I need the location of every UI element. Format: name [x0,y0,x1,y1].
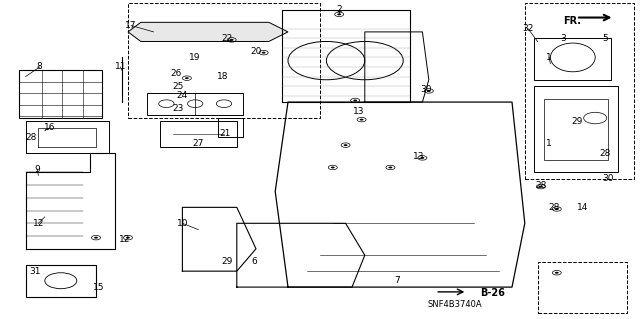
Bar [218,118,243,137]
Circle shape [353,100,357,101]
Text: 27: 27 [193,139,204,148]
Text: 19: 19 [189,53,201,62]
Circle shape [539,186,543,188]
Bar [128,3,320,118]
Circle shape [185,77,189,79]
Text: 18: 18 [217,72,228,81]
Text: 1: 1 [547,139,552,148]
Bar [147,93,243,115]
Bar [19,70,102,118]
Text: 23: 23 [172,104,184,113]
Circle shape [126,237,130,239]
Text: 7: 7 [394,276,399,285]
Text: 32: 32 [522,24,534,33]
Text: 16: 16 [44,123,56,132]
Text: 12: 12 [33,219,44,228]
Text: 24: 24 [177,91,188,100]
Circle shape [337,13,341,15]
Text: 17: 17 [125,21,137,30]
Circle shape [388,167,392,168]
Text: 30: 30 [420,85,431,94]
Bar [26,265,96,297]
Text: 25: 25 [172,82,184,91]
Text: B-26: B-26 [480,288,505,299]
Circle shape [555,208,559,210]
Text: 13: 13 [413,152,425,161]
Circle shape [262,52,266,54]
Text: 28: 28 [548,203,559,212]
Bar [534,38,611,80]
Circle shape [360,119,364,121]
Text: 28: 28 [25,133,36,142]
Circle shape [427,90,431,92]
Circle shape [344,144,348,146]
Text: 28: 28 [599,149,611,158]
Text: 9: 9 [35,165,40,174]
Text: 13: 13 [353,107,364,116]
Text: 20: 20 [250,47,262,56]
Text: 2: 2 [337,5,342,14]
Circle shape [331,167,335,168]
Circle shape [94,237,98,239]
Text: 3: 3 [561,34,566,43]
Text: 5: 5 [602,34,607,43]
Text: 29: 29 [572,117,583,126]
Bar [534,86,618,172]
Text: 12: 12 [119,235,131,244]
Text: 21: 21 [220,130,231,138]
Circle shape [420,157,424,159]
Text: 6: 6 [252,257,257,266]
Text: FR.: FR. [563,16,581,26]
Text: 26: 26 [170,69,182,78]
Text: 30: 30 [602,174,614,183]
Text: 29: 29 [221,257,233,266]
Text: 8: 8 [37,63,42,71]
Bar [538,262,627,313]
Text: SNF4B3740A: SNF4B3740A [428,300,482,309]
Text: 28: 28 [535,181,547,189]
Text: 10: 10 [177,219,188,228]
Text: 22: 22 [221,34,233,43]
Text: 31: 31 [29,267,41,276]
Text: 15: 15 [93,283,105,292]
Circle shape [555,272,559,274]
Text: 11: 11 [115,63,126,71]
Text: 1: 1 [547,53,552,62]
Bar [525,3,634,179]
Polygon shape [128,22,288,41]
Circle shape [230,39,234,41]
Bar [160,121,237,147]
Bar [544,99,608,160]
Text: 14: 14 [577,203,588,212]
